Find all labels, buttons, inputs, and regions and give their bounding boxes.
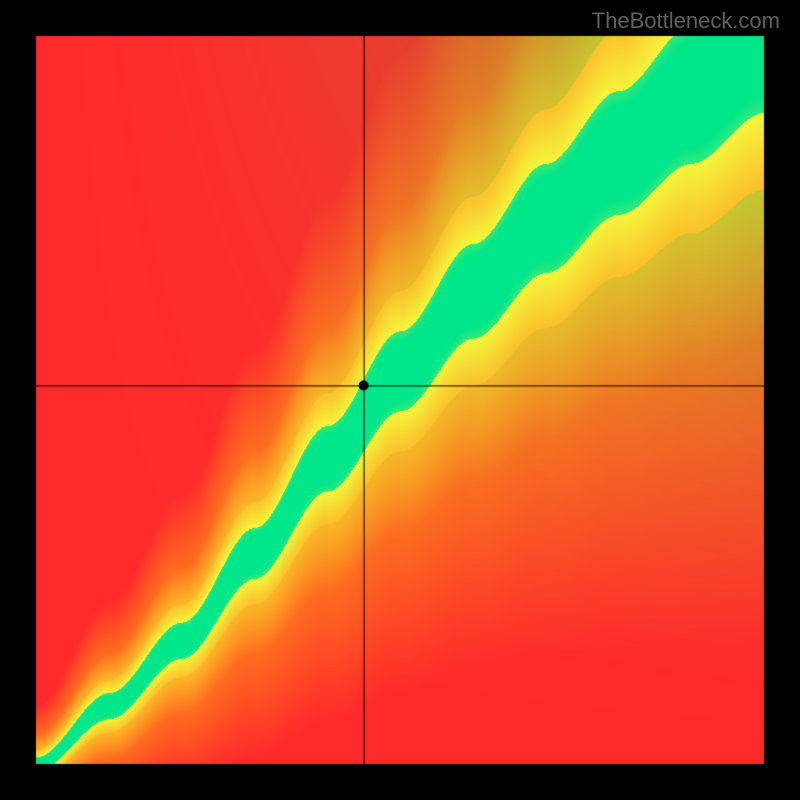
chart-container: TheBottleneck.com [0,0,800,800]
watermark-text: TheBottleneck.com [592,8,780,34]
heatmap-canvas [0,0,800,800]
